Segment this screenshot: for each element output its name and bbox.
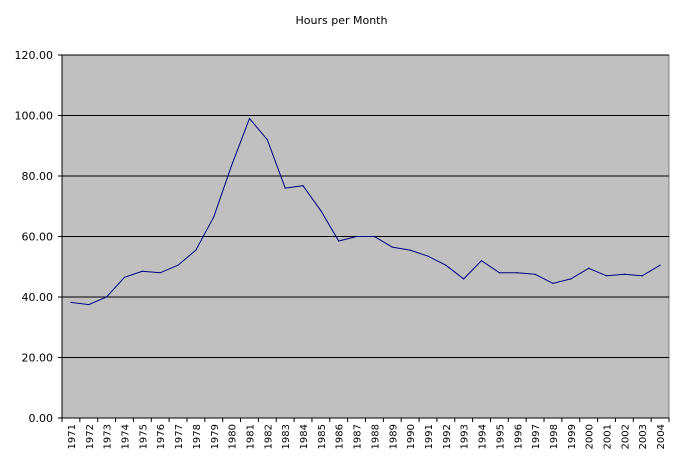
x-tick-label: 1972 bbox=[85, 424, 96, 449]
y-tick-label: 80.00 bbox=[22, 170, 54, 183]
x-tick-label: 1983 bbox=[281, 424, 292, 449]
data-point bbox=[320, 210, 322, 212]
x-tick-label: 1986 bbox=[335, 424, 346, 449]
x-tick-label: 2004 bbox=[656, 424, 667, 449]
x-tick-label: 2001 bbox=[603, 424, 614, 449]
x-tick-label: 1998 bbox=[549, 424, 560, 449]
data-point bbox=[213, 216, 215, 218]
x-tick-label: 1977 bbox=[174, 424, 185, 449]
x-tick-label: 1990 bbox=[406, 424, 417, 449]
axes bbox=[58, 54, 670, 422]
data-point bbox=[355, 235, 358, 238]
x-tick-label: 1975 bbox=[138, 424, 149, 449]
data-point bbox=[463, 278, 465, 280]
x-tick-label: 2003 bbox=[638, 424, 649, 449]
y-tick-label: 40.00 bbox=[22, 291, 54, 304]
data-point bbox=[231, 164, 233, 167]
x-tick-label: 1978 bbox=[192, 424, 203, 449]
data-point bbox=[552, 282, 554, 284]
x-tick-labels: 1971 1972 1973 1974 1975 1976 1977 1978 1979 1980… bbox=[67, 424, 667, 449]
x-tick-label: 2000 bbox=[585, 424, 596, 449]
data-point bbox=[516, 272, 518, 274]
data-point bbox=[480, 260, 483, 262]
data-point bbox=[570, 278, 572, 280]
data-point bbox=[498, 272, 500, 274]
x-tick-label: 1971 bbox=[67, 424, 78, 449]
y-tick-label: 120.00 bbox=[15, 49, 54, 62]
x-tick-label: 1994 bbox=[478, 424, 489, 449]
data-point bbox=[588, 267, 590, 269]
data-point bbox=[177, 264, 179, 266]
series-line bbox=[70, 117, 661, 306]
data-point bbox=[605, 275, 608, 277]
x-tick-label: 2002 bbox=[620, 424, 631, 449]
data-point bbox=[284, 187, 286, 189]
data-point bbox=[623, 273, 625, 275]
x-tick-label: 1988 bbox=[370, 424, 381, 449]
x-tick-label: 1996 bbox=[513, 424, 524, 449]
y-tick-label: 0.00 bbox=[29, 412, 54, 425]
series-0-line bbox=[70, 117, 661, 306]
y-tick-label: 20.00 bbox=[22, 352, 54, 365]
data-point bbox=[409, 249, 411, 251]
data-point bbox=[141, 270, 143, 272]
x-tick-label: 1976 bbox=[156, 424, 167, 449]
data-point bbox=[534, 273, 536, 275]
data-point bbox=[195, 249, 197, 251]
x-tick-label: 1992 bbox=[442, 424, 453, 449]
x-tick-label: 1999 bbox=[567, 424, 578, 449]
x-tick-label: 1995 bbox=[495, 424, 506, 449]
y-tick-label: 60.00 bbox=[22, 231, 54, 244]
data-point bbox=[70, 301, 72, 304]
data-point bbox=[641, 275, 643, 277]
x-tick-label: 1974 bbox=[120, 424, 131, 449]
x-tick-label: 1981 bbox=[245, 424, 256, 449]
data-point bbox=[445, 264, 447, 266]
chart-title: Hours per Month bbox=[295, 14, 388, 27]
x-tick-label: 1997 bbox=[531, 424, 542, 449]
x-tick-label: 1973 bbox=[103, 424, 114, 449]
data-point bbox=[659, 264, 661, 266]
y-tick-label: 100.00 bbox=[15, 110, 54, 123]
data-point bbox=[338, 240, 340, 242]
x-tick-label: 1991 bbox=[424, 424, 435, 449]
x-tick-label: 1989 bbox=[388, 424, 399, 449]
x-tick-label: 1985 bbox=[317, 424, 328, 449]
data-point bbox=[302, 185, 304, 187]
x-tick-label: 1984 bbox=[299, 424, 310, 449]
x-tick-label: 1993 bbox=[460, 424, 471, 449]
data-point bbox=[248, 117, 251, 120]
x-tick-label: 1987 bbox=[353, 424, 364, 449]
data-point bbox=[159, 272, 161, 274]
data-point bbox=[106, 296, 108, 298]
data-point bbox=[427, 255, 429, 257]
data-point bbox=[373, 235, 376, 238]
data-point bbox=[123, 276, 126, 278]
x-tick-label: 1980 bbox=[228, 424, 239, 449]
data-point bbox=[391, 246, 393, 248]
data-point bbox=[266, 139, 268, 141]
x-tick-label: 1979 bbox=[210, 424, 221, 449]
data-point bbox=[88, 303, 90, 306]
x-tick-label: 1982 bbox=[263, 424, 274, 449]
y-tick-labels: 0.00 20.00 40.00 60.00 80.00 100.00 120.00 bbox=[15, 49, 54, 425]
